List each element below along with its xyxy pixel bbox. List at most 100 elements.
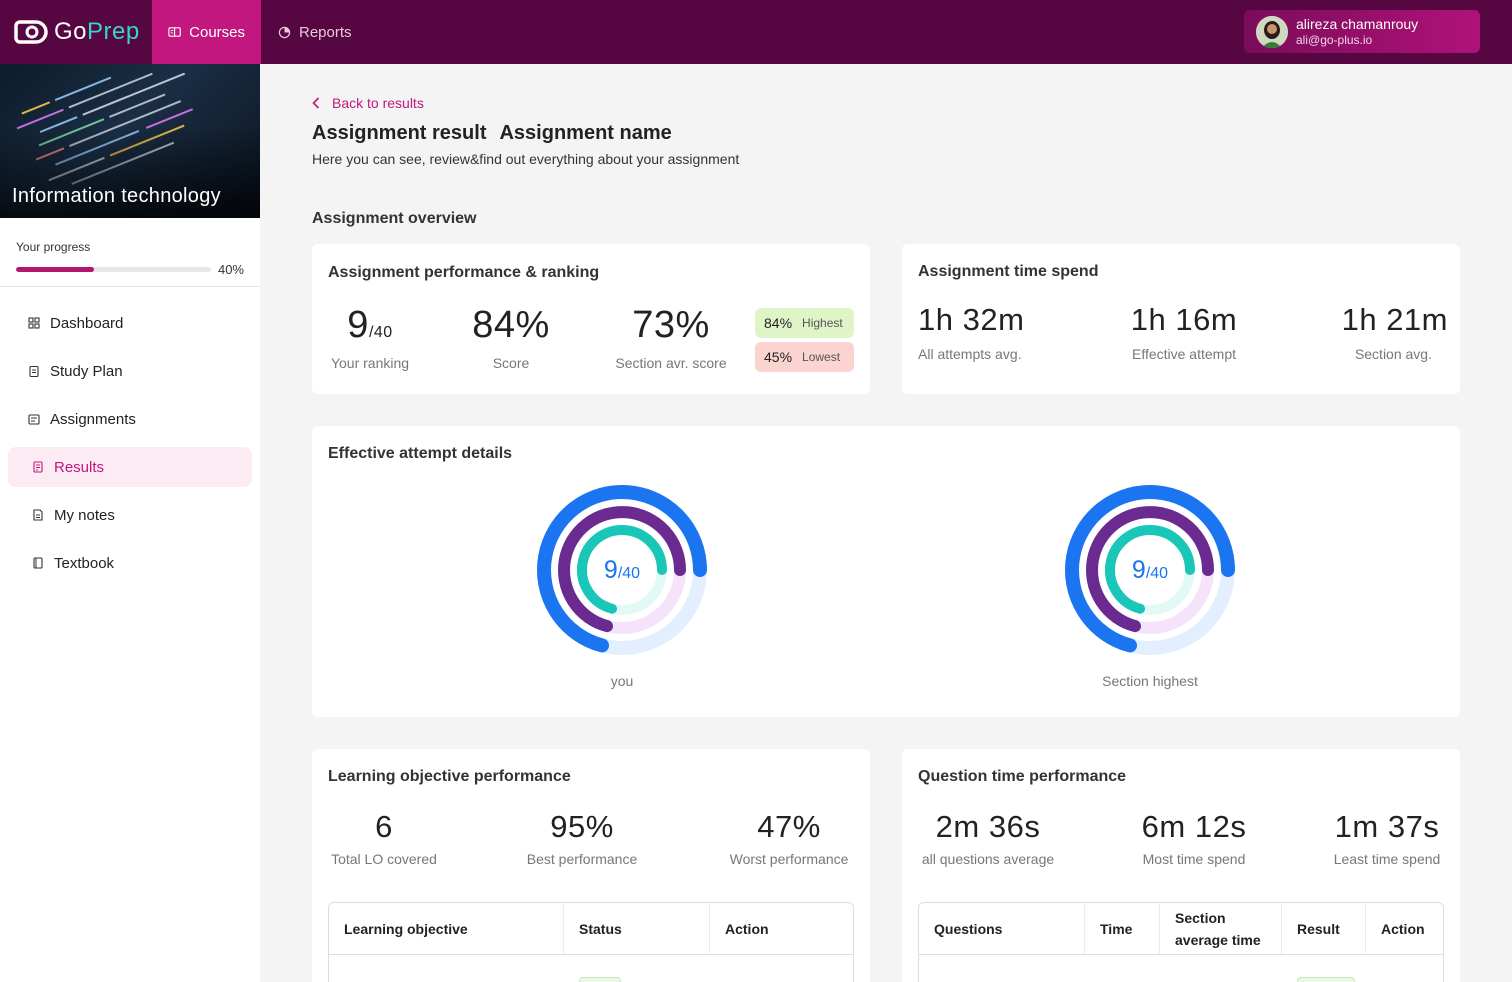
column-header[interactable]: Learning objective xyxy=(329,903,564,954)
tab-courses[interactable]: Courses xyxy=(152,0,261,64)
assignment-icon xyxy=(28,414,40,425)
sidebar-item-my-notes[interactable]: My notes xyxy=(8,495,252,535)
status-badge xyxy=(579,977,621,982)
logo-mark-icon xyxy=(14,20,48,44)
highest-badge: 84% Highest xyxy=(755,308,854,338)
column-header[interactable]: Action xyxy=(725,920,769,937)
donut-you-label: you xyxy=(610,673,634,689)
all-attempts-metric: 1h 32m All attempts avg. xyxy=(918,302,1024,362)
questions-average-metric: 2m 36s all questions average xyxy=(918,809,1058,867)
question-time-title: Question time performance xyxy=(918,768,1127,785)
column-header[interactable]: Status xyxy=(564,903,710,954)
ranking-total: /40 xyxy=(368,324,393,341)
performance-card: Assignment performance & ranking 9/40 Yo… xyxy=(312,244,870,394)
results-icon xyxy=(33,461,43,473)
questions-average-value: 2m 36s xyxy=(935,809,1041,844)
section-avg-value: 1h 21m xyxy=(1341,302,1448,337)
all-attempts-label: All attempts avg. xyxy=(918,346,1022,362)
sidebar-item-label: Assignments xyxy=(50,410,136,428)
column-header[interactable]: Time xyxy=(1085,903,1160,954)
effective-attempt-label: Effective attempt xyxy=(1131,346,1236,362)
assignment-name: Assignment name xyxy=(499,122,672,144)
progress-bar-fill xyxy=(16,267,94,272)
lowest-label: Lowest xyxy=(802,350,841,364)
progress-bar xyxy=(16,267,211,272)
highest-label: Highest xyxy=(802,316,843,330)
column-header[interactable]: Section average time xyxy=(1160,903,1282,954)
tab-reports[interactable]: Reports xyxy=(262,0,368,64)
column-header[interactable]: Action xyxy=(1381,920,1425,937)
chevron-left-icon xyxy=(312,97,320,109)
donut-you-total: /40 xyxy=(618,565,640,582)
total-lo-label: Total LO covered xyxy=(331,851,437,867)
goprep-logo[interactable]: GoPrep xyxy=(14,17,140,47)
avatar xyxy=(1256,15,1288,48)
sidebar-menu: Dashboard Study Plan Assignments Results… xyxy=(0,287,260,583)
page-title: Assignment result Assignment name xyxy=(312,122,672,145)
course-progress: Your progress 40% xyxy=(0,218,260,287)
lowest-value: 45% xyxy=(764,349,793,365)
most-time-value: 6m 12s xyxy=(1141,809,1247,844)
learning-objective-table: Learning objective Status Action xyxy=(328,902,854,982)
question-time-table: Questions Time Section average time Resu… xyxy=(918,902,1444,982)
best-performance-value: 95% xyxy=(550,809,614,844)
page-title-text: Assignment result xyxy=(312,122,487,144)
sidebar-item-dashboard[interactable]: Dashboard xyxy=(8,303,252,343)
grid-icon xyxy=(28,317,40,329)
section-avg-metric: 1h 21m Section avg. xyxy=(1338,302,1448,362)
time-spend-title: Assignment time spend xyxy=(918,263,1099,280)
section-score-label: Section avr. score xyxy=(615,355,727,371)
tab-reports-label: Reports xyxy=(299,23,352,41)
section-score-metric: 73% Section avr. score xyxy=(608,304,734,371)
back-to-results-link[interactable]: Back to results xyxy=(312,95,424,111)
ranking-metric: 9/40 Your ranking xyxy=(328,304,412,371)
tab-courses-label: Courses xyxy=(189,23,245,41)
learning-objective-card: Learning objective performance 6 Total L… xyxy=(312,749,870,982)
logo-go: Go xyxy=(54,18,88,45)
back-link-label: Back to results xyxy=(332,95,424,111)
donut-highest-total: /40 xyxy=(1146,565,1168,582)
svg-text:9/40: 9/40 xyxy=(1132,556,1168,584)
sidebar-item-assignments[interactable]: Assignments xyxy=(8,399,252,439)
column-header[interactable]: Result xyxy=(1282,903,1366,954)
total-lo-metric: 6 Total LO covered xyxy=(328,809,440,867)
sidebar-item-study-plan[interactable]: Study Plan xyxy=(8,351,252,391)
book-icon xyxy=(168,27,181,37)
least-time-value: 1m 37s xyxy=(1334,809,1440,844)
course-title: Information technology xyxy=(12,185,221,207)
highest-value: 84% xyxy=(764,315,793,331)
course-banner: Information technology xyxy=(0,64,260,218)
page-subtitle: Here you can see, review&find out everyt… xyxy=(312,151,740,167)
sidebar-item-label: Dashboard xyxy=(50,314,124,332)
user-name: alireza chamanrouy xyxy=(1296,15,1419,32)
questions-average-label: all questions average xyxy=(921,851,1055,867)
question-time-card: Question time performance 2m 36s all que… xyxy=(902,749,1460,982)
donut-highest-label: Section highest xyxy=(1102,673,1198,689)
sidebar: Information technology Your progress 40%… xyxy=(0,64,260,982)
top-bar: GoPrep Courses Reports alireza chamanrou… xyxy=(0,0,1512,64)
least-time-label: Least time spend xyxy=(1333,851,1441,867)
ranking-value: 9 xyxy=(347,304,369,346)
pie-chart-icon xyxy=(278,26,291,38)
donut-chart-you: 9/40 xyxy=(537,485,707,655)
effective-attempt-title: Effective attempt details xyxy=(328,445,513,462)
least-time-metric: 1m 37s Least time spend xyxy=(1328,809,1446,867)
user-profile-card[interactable]: alireza chamanrouy ali@go-plus.io xyxy=(1244,10,1480,53)
column-header[interactable]: Questions xyxy=(919,903,1085,954)
score-metric: 84% Score xyxy=(460,304,562,371)
donut-you-value: 9 xyxy=(604,556,618,584)
progress-percent: 40% xyxy=(217,262,244,277)
effective-attempt-value: 1h 16m xyxy=(1130,302,1238,337)
svg-text:9/40: 9/40 xyxy=(604,556,640,584)
table-header: Learning objective Status Action xyxy=(329,903,853,955)
section-avg-label: Section avg. xyxy=(1354,346,1432,362)
code-background-image xyxy=(0,64,260,218)
total-lo-value: 6 xyxy=(375,809,393,844)
sidebar-item-label: My notes xyxy=(54,506,115,524)
worst-performance-value: 47% xyxy=(757,809,821,844)
sidebar-item-textbook[interactable]: Textbook xyxy=(8,543,252,583)
learning-objective-title: Learning objective performance xyxy=(328,768,571,785)
logo-prep: Prep xyxy=(87,18,140,45)
sidebar-item-results[interactable]: Results xyxy=(8,447,252,487)
effective-attempt-card: Effective attempt details 9/40 you 9/40 … xyxy=(312,426,1460,717)
